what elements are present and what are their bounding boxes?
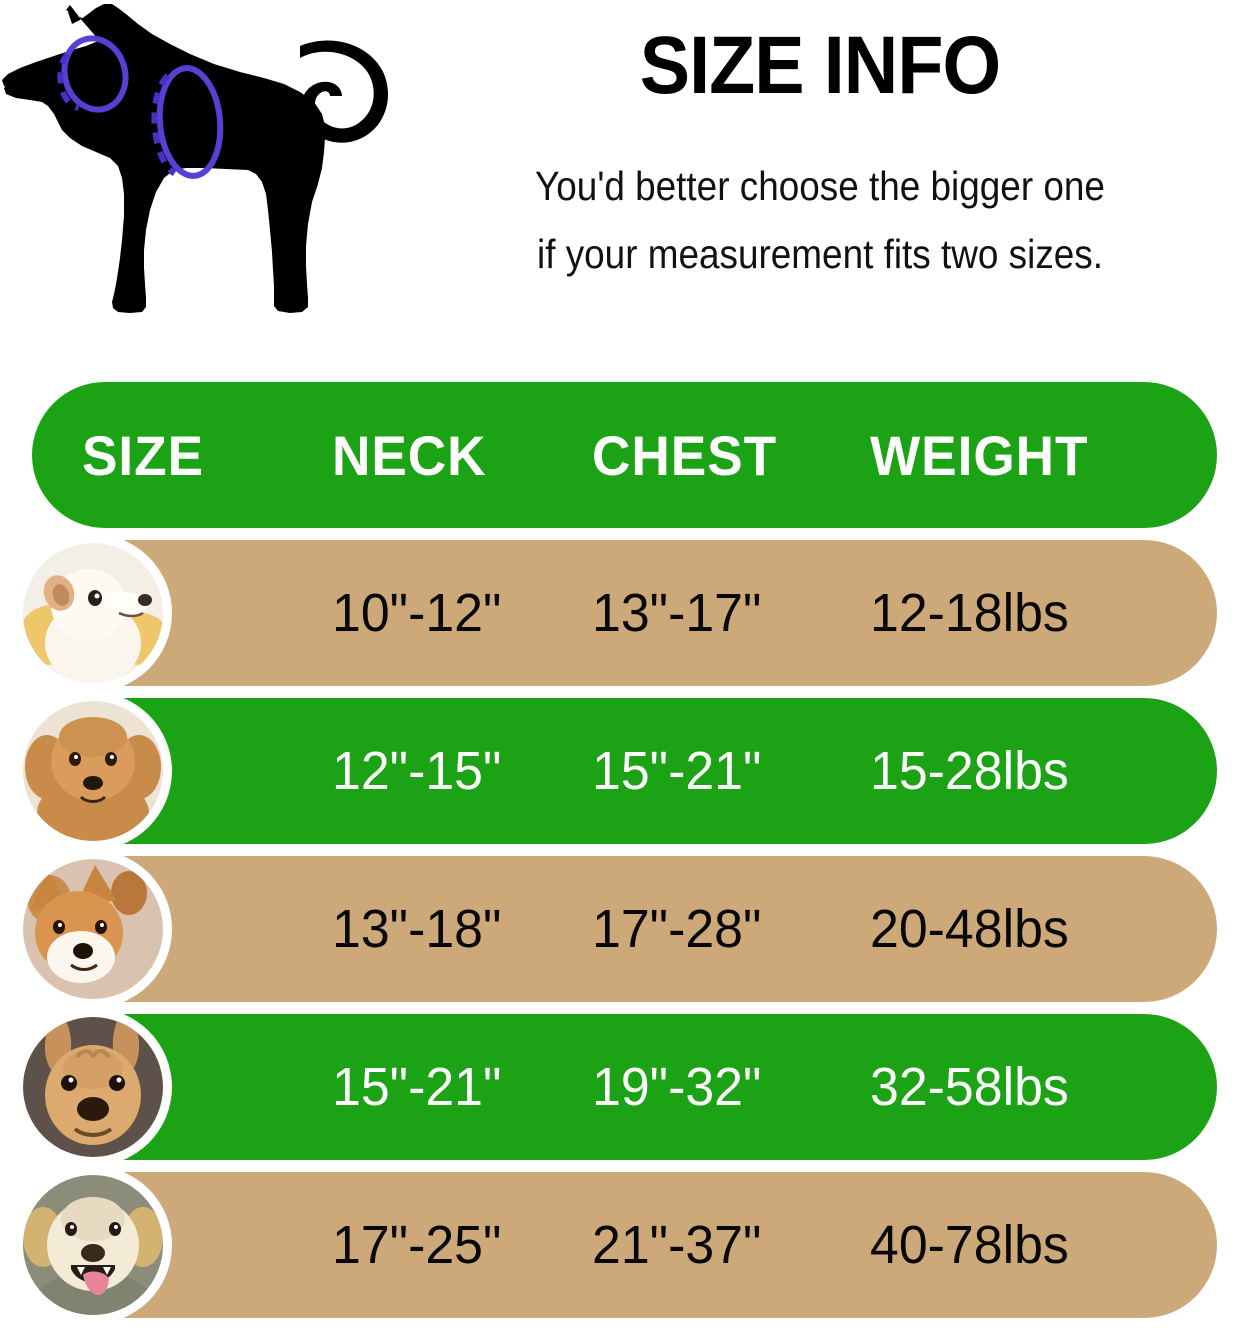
dog-photo-avatar [14,850,172,1008]
dog-silhouette-illustration [0,2,400,322]
table-row: M 13"-18" 17"-28" 20-48lbs [0,850,1249,1008]
page-subtitle-line-2: if your measurement fits two sizes. [537,231,1103,277]
cell-chest: 15"-21" [592,741,762,801]
column-header-weight: WEIGHT [870,423,1089,487]
cell-neck: 17"-25" [332,1215,502,1275]
header-row-background [32,382,1217,528]
column-header-size: SIZE [82,423,205,487]
column-header-neck: NECK [332,423,487,487]
cell-weight: 40-78lbs [870,1215,1069,1275]
table-row: XS 10"-12" 13"-17" 12-18lbs [0,534,1249,692]
table-row: S 12"-15" 15"-21" 15-28lbs [0,692,1249,850]
size-chart-table: SIZE NECK CHEST WEIGHT XS 10"-12" 13"-17… [0,382,1249,1330]
cell-neck: 12"-15" [332,741,502,801]
page-subtitle: You'd better choose the bigger one if yo… [460,114,1180,288]
page-title: SIZE INFO [639,20,1001,111]
dog-photo-avatar [14,692,172,850]
table-row: L 15"-21" 19"-32" 32-58lbs [0,1008,1249,1166]
neck-measurement-guide-dashed [57,51,80,111]
row-background [32,856,1217,1002]
chest-measurement-guide [156,65,224,179]
heading-block: SIZE INFO You'd better choose the bigger… [420,18,1220,288]
cell-weight: 15-28lbs [870,741,1069,801]
cell-chest: 21"-37" [592,1215,762,1275]
dog-photo-avatar [14,534,172,692]
cell-neck: 13"-18" [332,899,502,959]
row-background [32,1172,1217,1318]
cell-chest: 13"-17" [592,583,762,643]
dog-photo-avatar [14,1166,172,1324]
cell-weight: 32-58lbs [870,1057,1069,1117]
dog-photo-avatar [14,1008,172,1166]
table-header-row: SIZE NECK CHEST WEIGHT [0,382,1249,528]
neck-measurement-guide [61,35,129,113]
row-background [32,1014,1217,1160]
row-background [32,540,1217,686]
row-background [32,698,1217,844]
cell-chest: 19"-32" [592,1057,762,1117]
cell-weight: 12-18lbs [870,583,1069,643]
header-section: SIZE INFO You'd better choose the bigger… [0,0,1249,340]
table-row: XL 17"-25" 21"-37" 40-78lbs [0,1166,1249,1324]
dog-tail [300,40,389,143]
page-subtitle-line-1: You'd better choose the bigger one [535,163,1105,209]
cell-weight: 20-48lbs [870,899,1069,959]
dog-head-silhouette [2,5,118,108]
cell-neck: 10"-12" [332,583,502,643]
chest-measurement-guide-dashed [151,73,177,177]
cell-neck: 15"-21" [332,1057,502,1117]
cell-chest: 17"-28" [592,899,762,959]
column-header-chest: CHEST [592,423,778,487]
